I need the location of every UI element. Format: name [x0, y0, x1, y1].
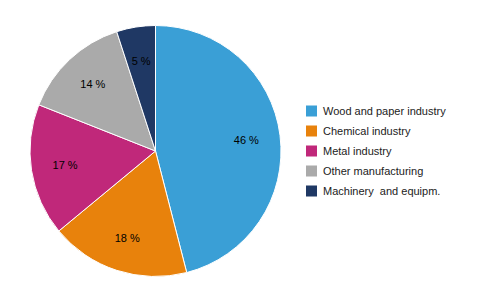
legend-swatch	[306, 126, 317, 137]
data-label: 5 %	[132, 55, 151, 67]
legend-label: Metal industry	[323, 145, 392, 157]
legend-label: Other manufacturing	[323, 165, 423, 177]
legend-label: Wood and paper industry	[323, 105, 446, 117]
pie-slice	[117, 26, 156, 152]
data-labels: 46 % 18 % 17 % 14 % 5 %	[53, 55, 260, 244]
data-label: 46 %	[234, 134, 259, 146]
chart-container: 46 % 18 % 17 % 14 % 5 % Wood and paper indust…	[0, 0, 491, 302]
legend-item: Metal industry	[306, 145, 392, 157]
legend-swatch	[306, 146, 317, 157]
legend-swatch	[306, 186, 317, 197]
legend: Wood and paper industry Chemical industry…	[306, 105, 446, 197]
legend-swatch	[306, 166, 317, 177]
pie	[30, 26, 281, 277]
legend-item: Wood and paper industry	[306, 105, 446, 117]
legend-label: Chemical industry	[323, 125, 411, 137]
data-label: 18 %	[115, 232, 140, 244]
data-label: 14 %	[80, 78, 105, 90]
legend-item: Machinery and equipm.	[306, 185, 440, 197]
legend-label: Machinery and equipm.	[323, 185, 440, 197]
legend-swatch	[306, 106, 317, 117]
legend-item: Chemical industry	[306, 125, 411, 137]
legend-item: Other manufacturing	[306, 165, 423, 177]
data-label: 17 %	[53, 159, 78, 171]
chart: 46 % 18 % 17 % 14 % 5 % Wood and paper indust…	[0, 0, 491, 302]
